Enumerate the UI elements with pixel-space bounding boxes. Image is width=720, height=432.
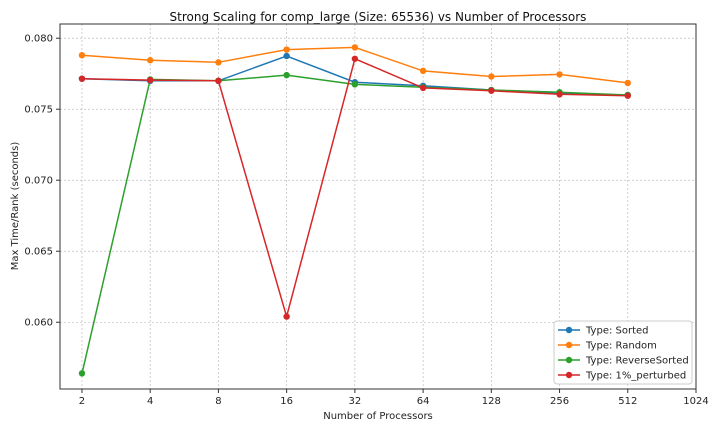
chart-title: Strong Scaling for comp_large (Size: 655… bbox=[170, 10, 587, 24]
x-axis-label: Number of Processors bbox=[323, 411, 433, 422]
data-point-type-1-perturbed bbox=[351, 55, 359, 62]
x-tick-label: 4 bbox=[147, 396, 153, 407]
x-tick-label: 16 bbox=[280, 396, 293, 407]
x-tick-label: 64 bbox=[417, 396, 430, 407]
data-point-type-1-perturbed bbox=[78, 75, 86, 82]
x-axis: 2 4 8 16 32 64 128 256 512 1024 bbox=[79, 389, 709, 407]
series-layer bbox=[78, 44, 631, 377]
data-point-type-reversesorted bbox=[283, 71, 290, 79]
data-point-type-1-perturbed bbox=[419, 84, 427, 92]
x-tick-label: 2 bbox=[79, 396, 85, 407]
data-point-type-reversesorted bbox=[351, 81, 359, 88]
data-point-type-random bbox=[351, 44, 359, 51]
data-point-type-1-perturbed bbox=[283, 313, 290, 320]
data-point-type-random bbox=[146, 57, 154, 64]
x-tick-label: 8 bbox=[215, 396, 221, 407]
legend-label-type-random: Type: Random bbox=[585, 341, 657, 352]
data-point-type-sorted bbox=[283, 52, 290, 60]
data-point-type-reversesorted bbox=[78, 370, 86, 377]
legend-marker-type-1-perturbed bbox=[565, 371, 573, 379]
legend-box bbox=[553, 320, 693, 385]
x-tick-label: 512 bbox=[618, 396, 637, 407]
data-point-type-random bbox=[488, 73, 495, 80]
y-tick-label: 0.060 bbox=[24, 318, 53, 329]
y-axis: 0.060 0.065 0.070 0.075 0.080 bbox=[24, 34, 60, 329]
data-point-type-1-perturbed bbox=[624, 92, 631, 99]
y-axis-label: Max Time/Rank (seconds) bbox=[10, 142, 21, 271]
x-tick-label: 128 bbox=[482, 396, 501, 407]
legend-label-type-1-perturbed: Type: 1%_perturbed bbox=[585, 371, 686, 382]
legend-label-type-sorted: Type: Sorted bbox=[585, 326, 649, 337]
data-point-type-random bbox=[215, 59, 222, 66]
legend-marker-type-sorted bbox=[565, 326, 573, 334]
legend-marker-type-random bbox=[565, 341, 573, 349]
data-point-type-random bbox=[283, 46, 290, 53]
y-tick-label: 0.065 bbox=[24, 247, 53, 258]
data-point-type-1-perturbed bbox=[146, 76, 154, 84]
y-tick-label: 0.070 bbox=[24, 176, 53, 187]
plot-frame bbox=[59, 23, 697, 390]
legend-label-type-reversesorted: Type: ReverseSorted bbox=[585, 356, 689, 367]
data-point-type-random bbox=[78, 52, 86, 59]
x-tick-label: 32 bbox=[349, 396, 362, 407]
x-tick-label: 1024 bbox=[683, 396, 708, 407]
data-point-type-random bbox=[556, 71, 563, 78]
data-point-type-random bbox=[624, 79, 631, 87]
y-tick-label: 0.080 bbox=[24, 34, 53, 45]
legend-marker-type-reversesorted bbox=[565, 356, 573, 364]
x-tick-label: 256 bbox=[550, 396, 569, 407]
legend: Type: Sorted Type: Random Type: ReverseSor… bbox=[553, 320, 693, 385]
y-tick-label: 0.075 bbox=[24, 105, 53, 116]
data-point-type-1-perturbed bbox=[556, 91, 563, 98]
data-point-type-1-perturbed bbox=[215, 77, 222, 85]
data-point-type-random bbox=[419, 67, 427, 75]
data-point-type-1-perturbed bbox=[488, 87, 495, 94]
